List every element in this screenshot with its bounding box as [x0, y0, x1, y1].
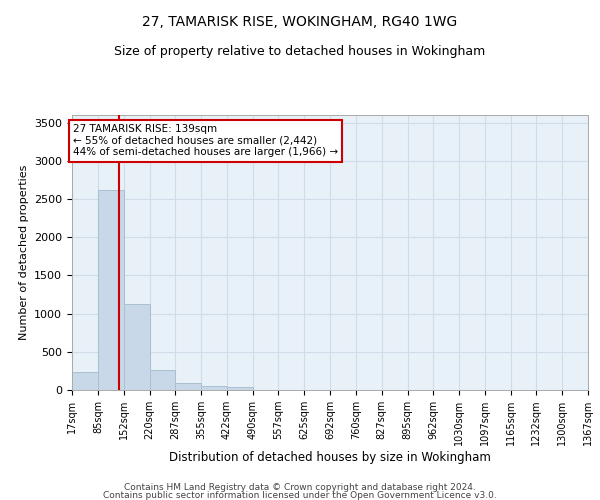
- Y-axis label: Number of detached properties: Number of detached properties: [19, 165, 29, 340]
- Bar: [149, 370, 175, 390]
- Bar: [227, 388, 253, 390]
- Bar: [201, 386, 227, 390]
- Bar: [98, 190, 124, 390]
- Text: 27, TAMARISK RISE, WOKINGHAM, RG40 1WG: 27, TAMARISK RISE, WOKINGHAM, RG40 1WG: [142, 15, 458, 29]
- Bar: [72, 372, 98, 390]
- Text: Distribution of detached houses by size in Wokingham: Distribution of detached houses by size …: [169, 451, 491, 464]
- Text: Size of property relative to detached houses in Wokingham: Size of property relative to detached ho…: [115, 45, 485, 58]
- Text: 27 TAMARISK RISE: 139sqm
← 55% of detached houses are smaller (2,442)
44% of sem: 27 TAMARISK RISE: 139sqm ← 55% of detach…: [73, 124, 338, 158]
- Text: Contains public sector information licensed under the Open Government Licence v3: Contains public sector information licen…: [103, 492, 497, 500]
- Bar: [175, 382, 201, 390]
- Text: Contains HM Land Registry data © Crown copyright and database right 2024.: Contains HM Land Registry data © Crown c…: [124, 483, 476, 492]
- Bar: [124, 304, 149, 390]
